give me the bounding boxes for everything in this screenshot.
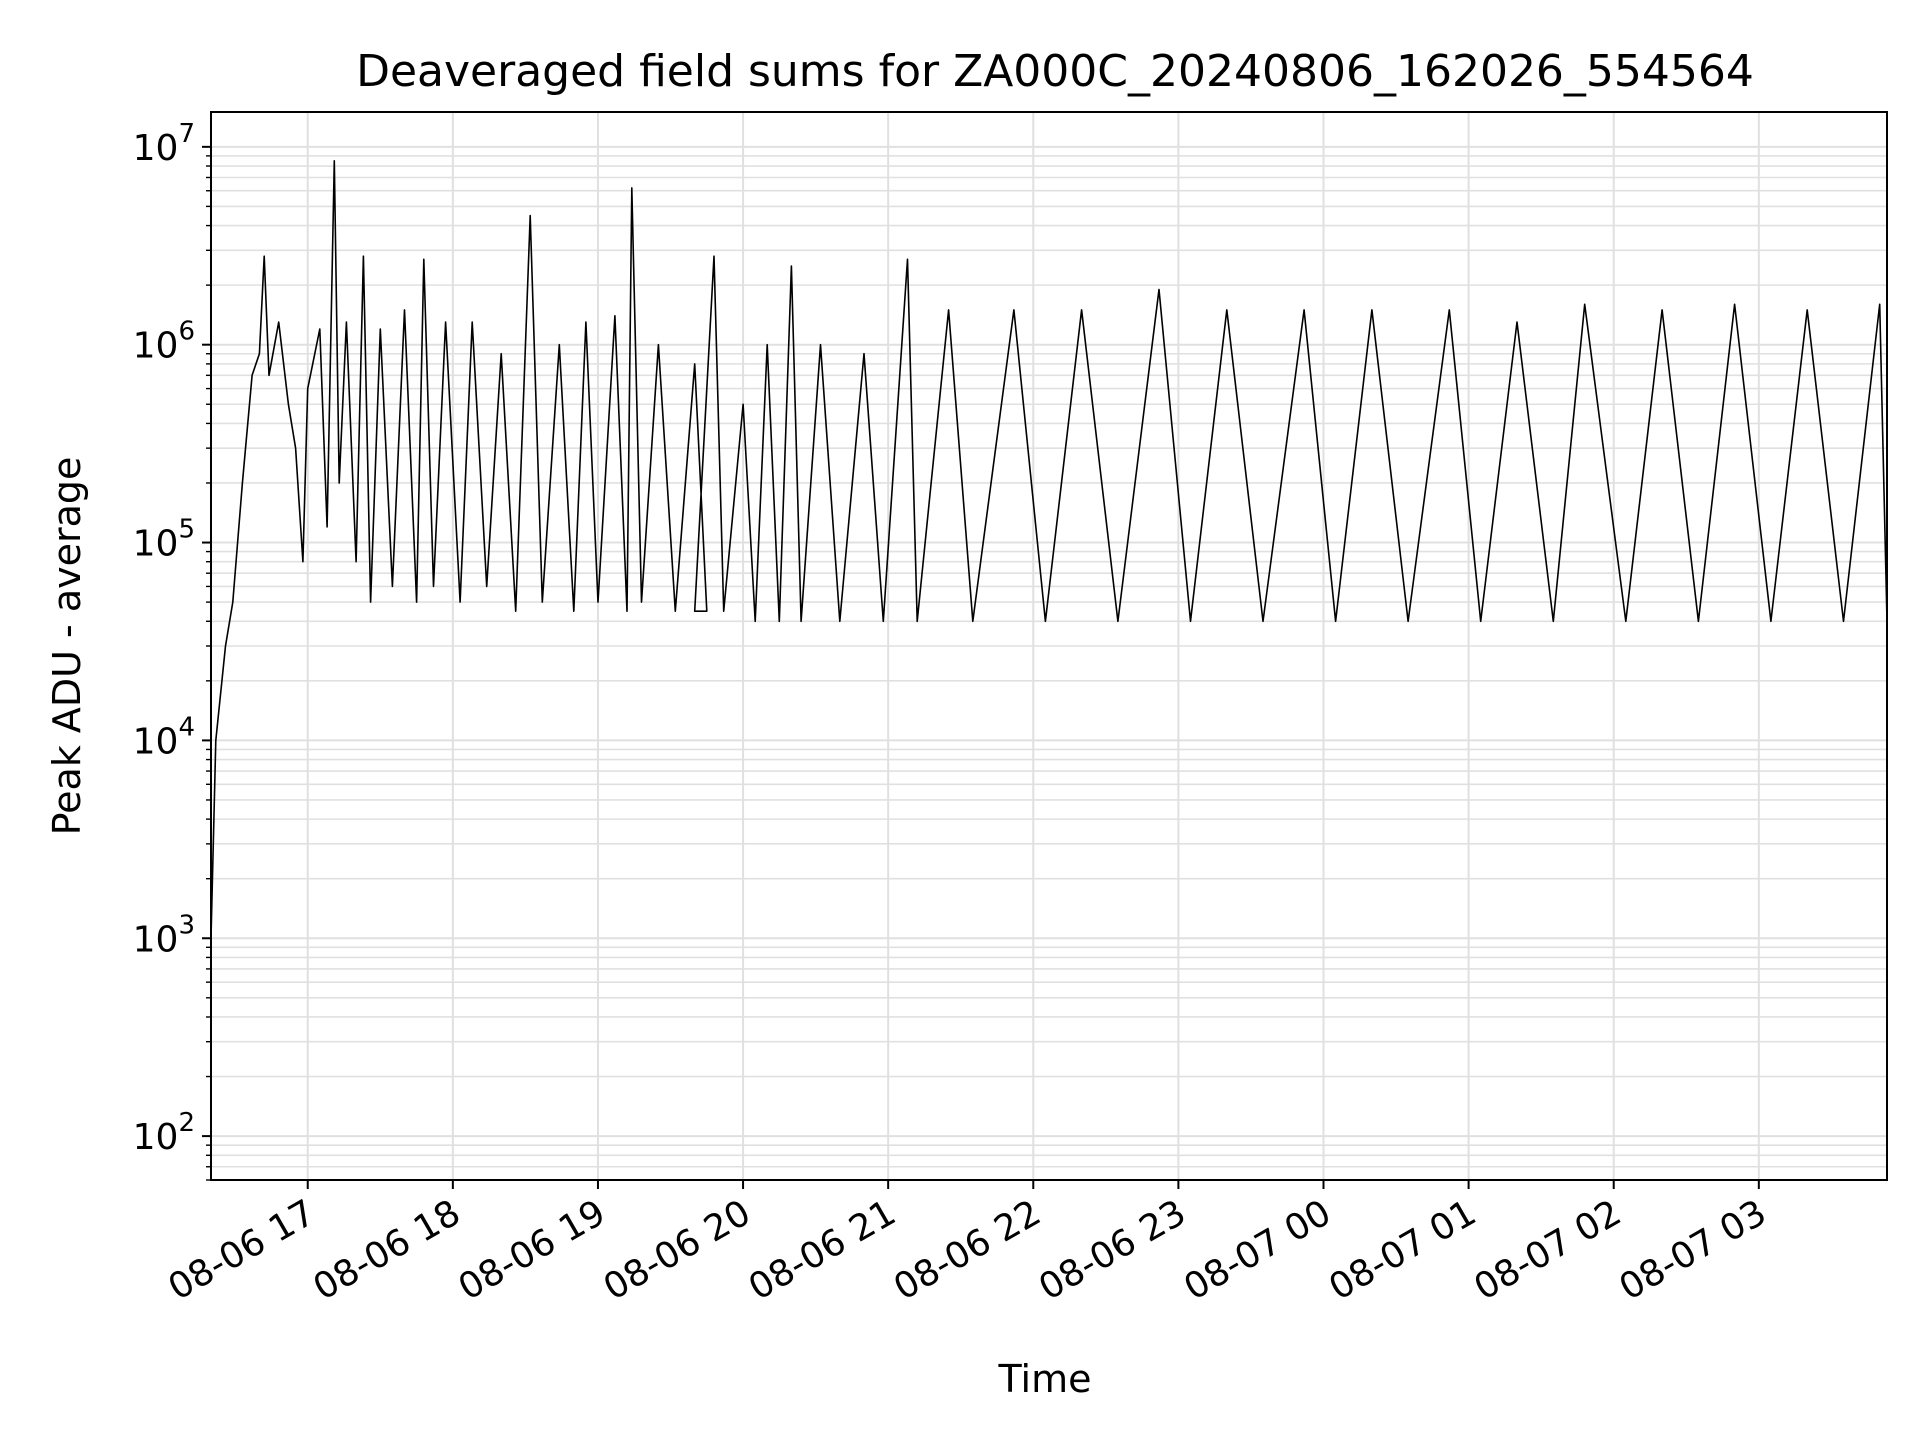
y-tick-label: 105 xyxy=(133,515,195,565)
y-tick-label: 106 xyxy=(133,317,195,367)
y-tick-exponent: 4 xyxy=(178,712,195,742)
y-tick-exponent: 3 xyxy=(178,910,195,940)
y-tick-label: 104 xyxy=(133,712,195,762)
y-tick-exponent: 6 xyxy=(178,317,195,347)
y-tick-label: 102 xyxy=(133,1108,195,1158)
y-tick-exponent: 5 xyxy=(178,515,195,545)
y-tick-base: 10 xyxy=(133,326,179,367)
y-tick-base: 10 xyxy=(133,524,179,565)
y-tick-label: 103 xyxy=(133,910,195,960)
y-tick-base: 10 xyxy=(133,919,179,960)
chart-title: Deaveraged field sums for ZA000C_2024080… xyxy=(356,46,1754,97)
grid xyxy=(211,112,1887,1181)
y-tick-exponent: 2 xyxy=(178,1108,195,1138)
y-tick-base: 10 xyxy=(133,128,179,169)
y-tick-base: 10 xyxy=(133,1117,179,1158)
x-axis-label: Time xyxy=(998,1357,1092,1401)
series-line xyxy=(210,160,1888,939)
y-tick-label: 107 xyxy=(133,119,195,169)
y-tick-base: 10 xyxy=(133,721,179,762)
plot-area xyxy=(210,160,1888,939)
y-axis-label: Peak ADU - average xyxy=(45,457,89,836)
y-tick-exponent: 7 xyxy=(178,119,195,149)
